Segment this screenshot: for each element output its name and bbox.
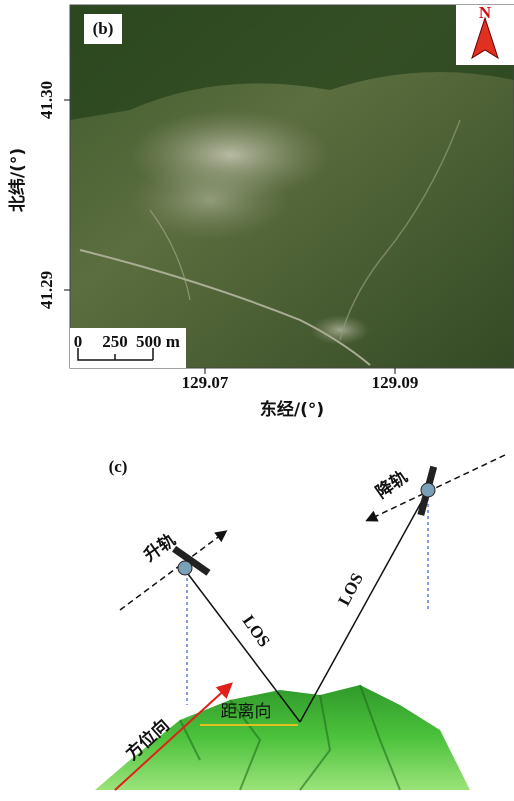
scale-label: 250 [102, 332, 128, 351]
los-label: LOS [334, 570, 367, 609]
figure: (b) N 0 250 500 m 41.30 41.29 129.07 129… [0, 0, 514, 796]
y-axis-label: 北纬/(°) [7, 148, 28, 212]
y-tick-label: 41.30 [37, 81, 56, 119]
ascending-label: 升轨 [140, 529, 180, 566]
scale-label: 500 m [136, 332, 180, 351]
los-label: LOS [239, 612, 274, 651]
satellite-map [70, 5, 514, 368]
scale-label: 0 [74, 332, 83, 351]
x-tick-label: 129.07 [182, 373, 229, 392]
north-label: N [479, 3, 492, 22]
range-label: 距离向 [221, 702, 272, 722]
panel-label: (b) [93, 19, 114, 38]
satellite [417, 466, 437, 516]
descending-label: 降轨 [372, 466, 412, 503]
x-axis-label: 东经/(°) [260, 399, 324, 420]
panel-label: (c) [109, 457, 128, 476]
y-tick-label: 41.29 [37, 271, 56, 309]
satellite [172, 546, 210, 576]
x-tick-label: 129.09 [372, 373, 419, 392]
